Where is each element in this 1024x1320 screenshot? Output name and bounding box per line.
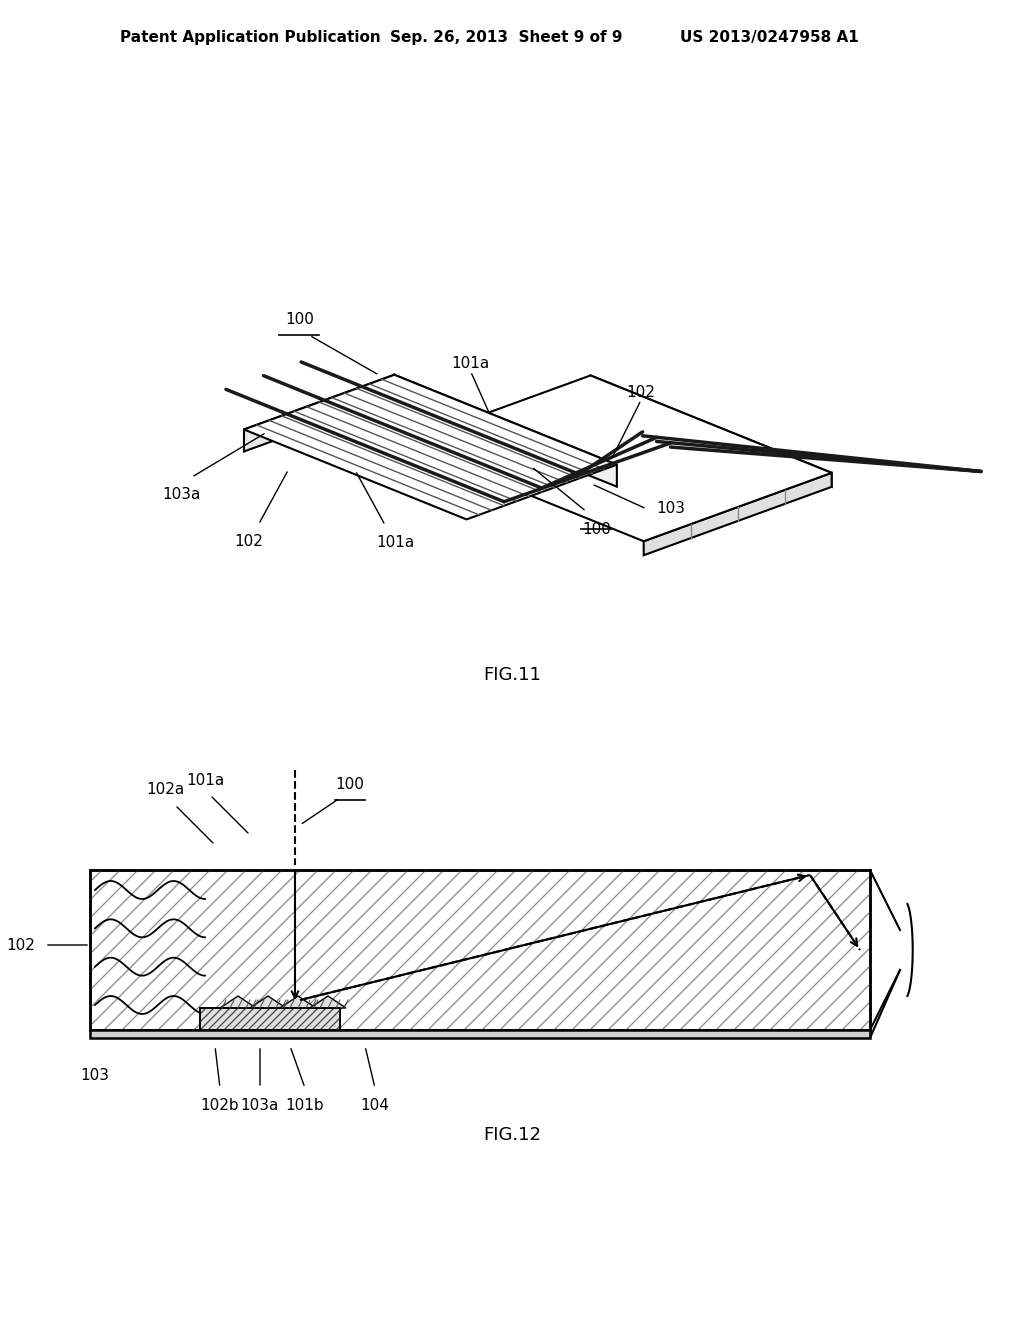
Text: US 2013/0247958 A1: US 2013/0247958 A1 <box>680 30 859 45</box>
Polygon shape <box>310 997 346 1008</box>
Text: Sep. 26, 2013  Sheet 9 of 9: Sep. 26, 2013 Sheet 9 of 9 <box>390 30 623 45</box>
Text: 102b: 102b <box>201 1098 240 1113</box>
Polygon shape <box>402 375 831 541</box>
Polygon shape <box>394 375 616 487</box>
Text: 104: 104 <box>360 1098 389 1113</box>
Text: 100: 100 <box>285 313 313 327</box>
Text: 103: 103 <box>656 502 686 516</box>
Polygon shape <box>591 375 831 487</box>
Polygon shape <box>244 375 616 519</box>
Text: FIG.11: FIG.11 <box>483 667 541 684</box>
Polygon shape <box>200 1008 340 1030</box>
Polygon shape <box>250 997 286 1008</box>
Polygon shape <box>90 870 870 1030</box>
Text: Patent Application Publication: Patent Application Publication <box>120 30 381 45</box>
Polygon shape <box>90 1030 870 1038</box>
Text: 102a: 102a <box>145 781 184 797</box>
Text: 103a: 103a <box>241 1098 280 1113</box>
Text: 103a: 103a <box>163 487 201 503</box>
Polygon shape <box>280 997 316 1008</box>
Text: 101a: 101a <box>376 536 415 550</box>
Text: 101b: 101b <box>286 1098 325 1113</box>
Text: 102: 102 <box>234 535 263 549</box>
Polygon shape <box>244 375 394 451</box>
Text: 100: 100 <box>336 777 365 792</box>
Text: 101a: 101a <box>452 356 489 371</box>
Polygon shape <box>644 473 831 556</box>
Text: 100: 100 <box>582 521 610 536</box>
Text: 102: 102 <box>6 937 35 953</box>
Text: 102: 102 <box>627 385 655 400</box>
Text: 103: 103 <box>81 1068 110 1082</box>
Text: 101a: 101a <box>186 774 224 788</box>
Polygon shape <box>220 997 256 1008</box>
Text: FIG.12: FIG.12 <box>483 1126 541 1144</box>
